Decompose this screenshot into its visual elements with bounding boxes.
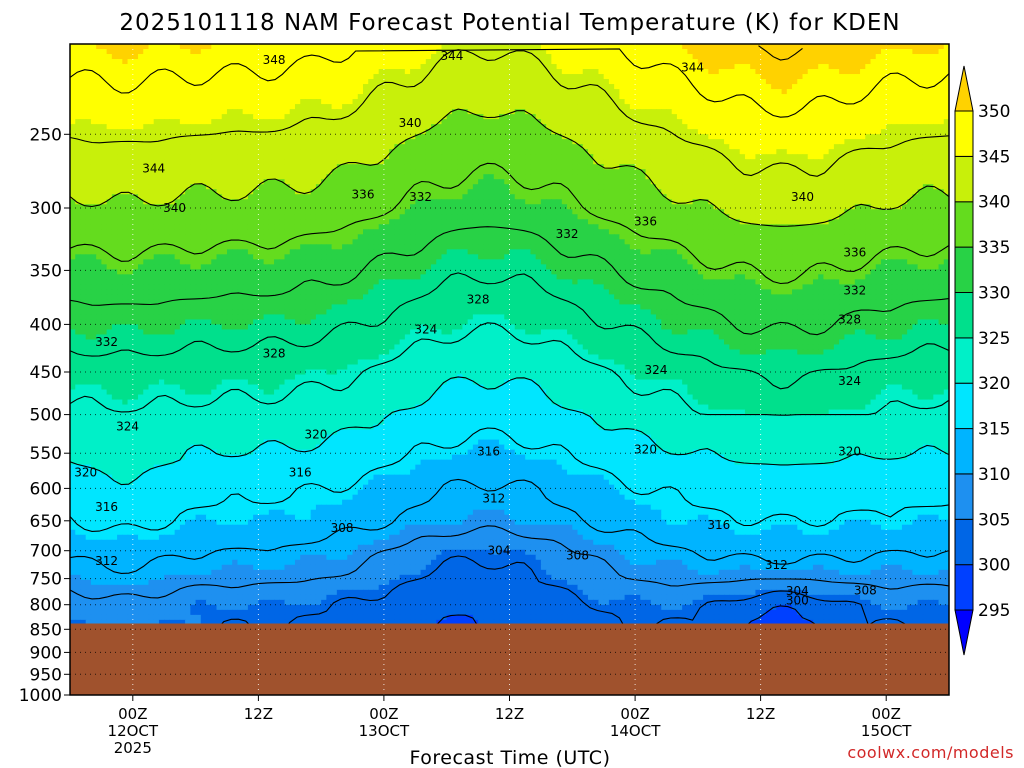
contour-label: 344 — [142, 161, 165, 175]
contour-label: 320 — [74, 466, 97, 480]
contour-label: 308 — [566, 548, 589, 562]
x-tick-label: 00Z — [620, 705, 649, 723]
contour-label: 332 — [556, 227, 579, 241]
colorbar-label: 350 — [978, 102, 1010, 122]
colorbar-label: 315 — [978, 420, 1010, 440]
contour-label: 332 — [843, 284, 866, 298]
contour-label: 316 — [477, 445, 500, 459]
contour-label: 340 — [791, 190, 814, 204]
credit-text: coolwx.com/models — [847, 743, 1014, 762]
y-tick-label: 850 — [30, 620, 62, 640]
contour-label: 320 — [304, 427, 327, 441]
contour-label: 336 — [843, 246, 866, 260]
contour-labels: 348 344 344 340 344 336 332 340 340 336 332 336 332 3… — [74, 49, 877, 608]
contour-label: 324 — [414, 322, 437, 336]
contour-label: 320 — [838, 445, 861, 459]
x-tick-label: 00Z — [118, 705, 147, 723]
x-tick-label: 00Z — [369, 705, 398, 723]
x-tick-date: 12OCT — [108, 722, 159, 740]
contour-label: 304 — [786, 584, 809, 598]
x-tick-label: 12Z — [746, 705, 775, 723]
contour-label: 332 — [95, 335, 118, 349]
contour-label: 300 — [786, 594, 809, 608]
colorbar-label: 325 — [978, 329, 1010, 349]
colorbar-label: 330 — [978, 284, 1010, 304]
colorbar-label: 310 — [978, 465, 1010, 485]
y-tick-label: 450 — [30, 363, 62, 383]
contour-label: 336 — [634, 214, 657, 228]
contour-label: 344 — [681, 61, 704, 75]
contour-label: 332 — [409, 190, 432, 204]
colorbar-label: 345 — [978, 147, 1010, 167]
y-tick-label: 950 — [30, 665, 62, 685]
pressure-axis: 250 300 350 400 450 500 550 600 650 700 750 800 850 9… — [19, 125, 70, 706]
contour-label: 312 — [765, 558, 788, 572]
y-tick-label: 250 — [30, 125, 62, 145]
colorbar: 295 300 305 310 315 320 325 330 335 340 345 350 — [954, 65, 1010, 656]
y-tick-label: 650 — [30, 512, 62, 532]
contour-label: 340 — [399, 116, 422, 130]
contour-label: 304 — [488, 544, 511, 558]
y-tick-label: 750 — [30, 570, 62, 590]
x-tick-date: 14OCT — [610, 722, 661, 740]
colorbar-label: 300 — [978, 556, 1010, 576]
colorbar-label: 320 — [978, 374, 1010, 394]
y-tick-label: 550 — [30, 444, 62, 464]
x-axis-label: Forecast Time (UTC) — [410, 747, 611, 768]
x-tick-label: 00Z — [872, 705, 901, 723]
y-tick-label: 1000 — [19, 686, 62, 706]
y-tick-label: 700 — [30, 542, 62, 562]
contour-label: 308 — [854, 583, 877, 597]
chart-title: 2025101118 NAM Forecast Potential Temper… — [119, 10, 900, 36]
contour-label: 340 — [163, 201, 186, 215]
x-tick-label: 12Z — [244, 705, 273, 723]
y-tick-label: 300 — [30, 199, 62, 219]
contour-label: 320 — [634, 443, 657, 457]
colorbar-label: 340 — [978, 193, 1010, 213]
y-tick-label: 900 — [30, 643, 62, 663]
contour-label: 336 — [352, 187, 375, 201]
plot-area: 348 344 344 340 344 336 332 340 340 336 332 336 332 3… — [70, 44, 949, 695]
contour-label: 308 — [331, 521, 354, 535]
colorbar-label: 295 — [978, 601, 1010, 621]
x-tick-label: 12Z — [495, 705, 524, 723]
y-tick-label: 800 — [30, 596, 62, 616]
y-tick-label: 350 — [30, 261, 62, 281]
contour-label: 324 — [116, 420, 139, 434]
contour-label: 316 — [289, 466, 312, 480]
contour-label: 328 — [838, 312, 861, 326]
x-tick-date: 13OCT — [359, 722, 410, 740]
x-tick-date: 15OCT — [861, 722, 912, 740]
contour-label: 316 — [707, 518, 730, 532]
y-tick-label: 600 — [30, 479, 62, 499]
x-tick-year: 2025 — [114, 739, 152, 757]
colorbar-label: 335 — [978, 238, 1010, 258]
contour-label: 344 — [440, 49, 463, 63]
contour-label: 324 — [645, 363, 668, 377]
contour-label: 348 — [263, 53, 286, 67]
y-tick-label: 500 — [30, 406, 62, 426]
contour-label: 312 — [95, 554, 118, 568]
colorbar-label: 305 — [978, 510, 1010, 530]
y-tick-label: 400 — [30, 315, 62, 335]
contour-label: 312 — [482, 491, 505, 505]
contour-label: 316 — [95, 500, 118, 514]
contour-label: 328 — [467, 292, 490, 306]
grid-lines — [70, 44, 949, 695]
contour-label: 324 — [838, 374, 861, 388]
contour-label: 328 — [263, 347, 286, 361]
